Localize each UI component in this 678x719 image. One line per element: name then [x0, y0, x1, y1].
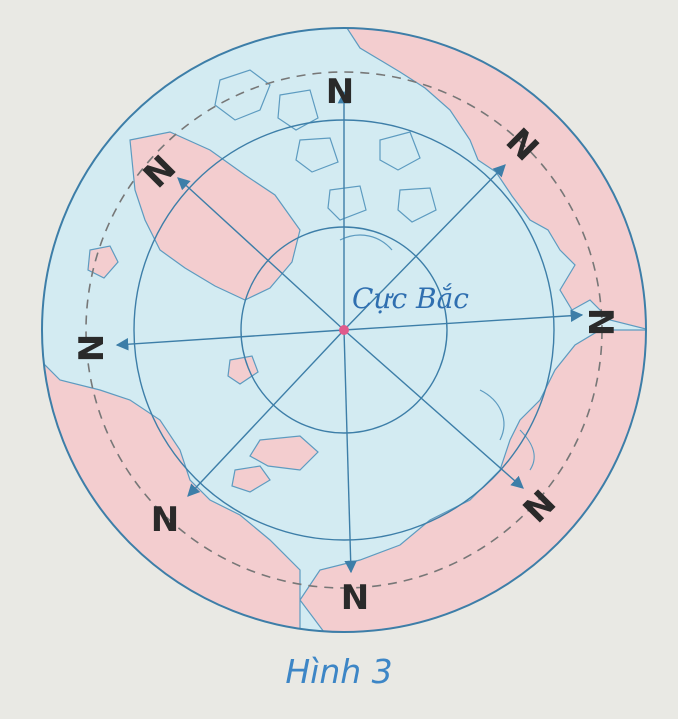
meridian-arrow-up-left — [177, 177, 345, 331]
n-label-bottom-left: N — [151, 500, 179, 540]
meridian-arrow-left — [115, 329, 345, 351]
north-pole-point — [339, 325, 349, 335]
n-label-top: N — [326, 72, 354, 112]
meridian-arrow-up-right — [343, 164, 506, 331]
land-island-3 — [249, 435, 319, 471]
n-label-right: N — [580, 308, 620, 336]
meridian-arrow-right — [343, 309, 584, 331]
figure-caption: Hình 3 — [285, 652, 393, 691]
meridian-arrow-down — [343, 329, 357, 574]
land-greenland — [129, 131, 301, 301]
n-label-bottom: N — [341, 578, 369, 618]
meridian-lines — [115, 90, 584, 574]
north-pole-label: Cực Bắc — [352, 282, 469, 315]
n-label-left: N — [72, 334, 112, 362]
land-island-4 — [231, 465, 271, 493]
meridian-arrow-down-right — [343, 329, 524, 489]
dashed-parallel — [85, 71, 603, 589]
coastline-details — [214, 69, 535, 471]
land-island-1 — [87, 245, 119, 279]
map-border — [41, 27, 647, 633]
meridian-arrow-down-left — [187, 329, 345, 497]
land-island-2 — [227, 355, 259, 385]
